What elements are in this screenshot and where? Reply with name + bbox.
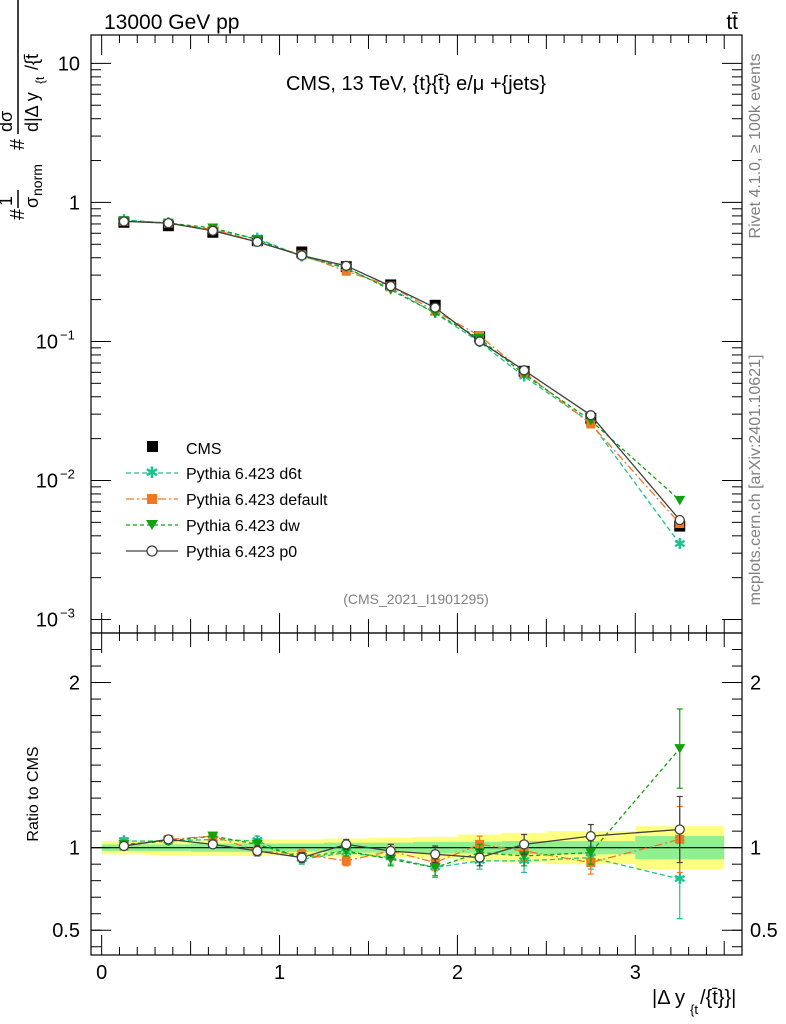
xtick-label-2: 2 xyxy=(452,962,463,984)
legend-cms-marker xyxy=(147,441,158,452)
point-p0-9 xyxy=(518,365,530,376)
point-p0-8 xyxy=(474,336,485,347)
legend-d6t-label: Pythia 6.423 d6t xyxy=(186,466,302,483)
main-ylabel-numerator: 1 xyxy=(0,196,16,206)
ratio-point-dw-10 xyxy=(585,848,597,858)
point-p0-1 xyxy=(163,217,174,229)
point-d6t-11: ✱ xyxy=(673,535,686,553)
ratio-point-p0-6 xyxy=(385,845,396,857)
header-left: 13000 GeV pp xyxy=(104,11,239,34)
ratio-ytick-label-right-1: 1 xyxy=(750,838,761,860)
main-ytick-exp-2: −1 xyxy=(60,327,75,342)
main-ylabel-tail: /{t̄ xyxy=(22,54,42,70)
main-ytick-label-0: 10 xyxy=(36,610,58,632)
ratio-point-d6t-11: ✱ xyxy=(673,870,686,888)
ratio-point-p0-1 xyxy=(163,834,174,845)
x-axis-label-main: |Δ y xyxy=(652,987,685,1009)
series-line-p0 xyxy=(123,220,681,521)
ratio-ytick-label-right-0: 0.5 xyxy=(750,920,778,942)
rivet-label: Rivet 4.1.0, ≥ 100k events xyxy=(747,54,764,239)
ratio-line-p0 xyxy=(123,828,680,859)
plot-title: CMS, 13 TeV, {t}{t̄} e/μ +{jets} xyxy=(286,73,546,95)
ratio-point-p0-3 xyxy=(252,845,263,857)
xtick-label-3: 3 xyxy=(630,962,641,984)
main-ytick-exp-1: −2 xyxy=(60,466,75,481)
ratio-ytick-label-left-2: 2 xyxy=(69,673,80,695)
main-ylabel-hash-2: # xyxy=(7,138,29,150)
main-ylabel-hash-1: # xyxy=(7,208,29,220)
legend-default-marker xyxy=(147,494,157,504)
point-dw-11 xyxy=(674,495,686,506)
series-line-dw xyxy=(123,219,681,501)
legend: CMS ✱ Pythia 6.423 d6t Pythia 6.423 defa… xyxy=(126,441,328,561)
ratio-point-p0-2 xyxy=(207,839,218,850)
ratio-point-p0-7 xyxy=(430,849,441,860)
point-p0-3 xyxy=(252,236,263,248)
main-ytick-exp-0: −3 xyxy=(60,606,75,621)
ratio-ytick-label-left-1: 1 xyxy=(69,838,80,860)
ratio-point-p0-0 xyxy=(118,840,130,852)
legend-default-label: Pythia 6.423 default xyxy=(186,492,328,509)
ratio-point-dw-11 xyxy=(674,744,686,754)
ratio-ylabel: Ratio to CMS xyxy=(25,746,42,841)
xtick-label-1: 1 xyxy=(274,962,285,984)
header-right: tt̄ xyxy=(726,11,738,34)
point-p0-5 xyxy=(341,260,352,271)
main-ylabel-sub: {t xyxy=(33,76,47,84)
legend-p0-marker xyxy=(146,545,158,557)
legend-cms-label: CMS xyxy=(186,441,222,458)
ratio-point-dw-3 xyxy=(251,839,263,850)
point-p0-10 xyxy=(585,410,596,421)
main-ytick-label-2: 10 xyxy=(36,331,58,353)
main-ylabel-dsigma: dσ xyxy=(0,111,16,132)
main-ylabel-denominator: d|Δ y xyxy=(22,92,42,132)
main-ylabel-sigma: σ xyxy=(22,197,42,208)
point-p0-4 xyxy=(296,250,307,261)
ratio-point-p0-10 xyxy=(585,830,596,842)
ratio-point-dw-7 xyxy=(429,862,441,873)
ratio-frame xyxy=(90,632,743,956)
mcplots-label: mcplots.cern.ch [arXiv:2401.10621] xyxy=(747,355,764,606)
ratio-point-p0-8 xyxy=(474,852,485,863)
ratio-line-default xyxy=(123,835,680,864)
ratio-point-p0-11 xyxy=(674,824,685,835)
legend-dw-marker xyxy=(146,520,158,530)
main-ytick-label-1: 10 xyxy=(36,470,58,492)
x-axis-label-sub: {t xyxy=(690,1002,698,1017)
x-axis-label-tail: /{t̄}}| xyxy=(700,987,736,1009)
legend-dw-label: Pythia 6.423 dw xyxy=(186,518,300,535)
legend-p0-label: Pythia 6.423 p0 xyxy=(186,544,297,561)
ratio-point-p0-5 xyxy=(341,839,352,850)
ratio-point-p0-4 xyxy=(296,852,307,863)
main-ylabel-norm: norm xyxy=(29,164,45,196)
main-ylabel: # 1 σ norm # dσ d|Δ y {t /{t̄ ]} xyxy=(0,0,47,220)
point-p0-2 xyxy=(207,225,218,236)
ratio-point-dw-2 xyxy=(207,831,219,842)
legend-d6t-marker: ✱ xyxy=(145,463,158,482)
x-axis-label: |Δ y {t /{t̄}}| xyxy=(652,987,736,1017)
point-p0-6 xyxy=(385,280,396,292)
main-ytick-label-4: 10 xyxy=(58,53,80,75)
ratio-point-default-5 xyxy=(341,856,351,866)
ratio-ytick-label-left-0: 0.5 xyxy=(52,920,80,942)
main-ytick-label-3: 1 xyxy=(69,192,80,214)
analysis-id: (CMS_2021_I1901295) xyxy=(343,591,489,607)
ratio-point-p0-9 xyxy=(518,839,530,850)
ratio-line-dw xyxy=(123,748,681,869)
xtick-label-0: 0 xyxy=(96,962,107,984)
ratio-ytick-label-right-2: 2 xyxy=(750,673,761,695)
point-p0-11 xyxy=(674,514,685,526)
point-p0-0 xyxy=(118,216,130,227)
point-p0-7 xyxy=(430,302,441,313)
